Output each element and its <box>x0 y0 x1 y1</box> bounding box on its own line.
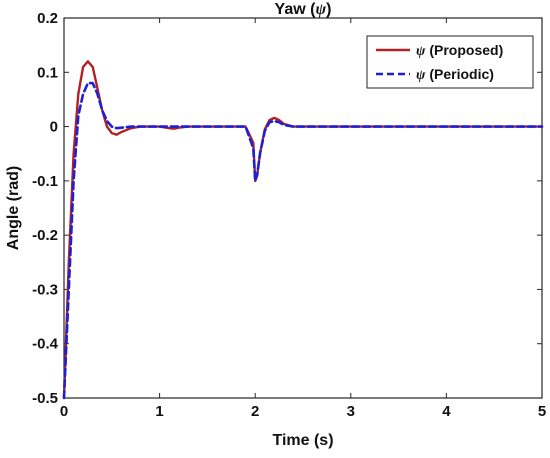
y-tick-label: -0.5 <box>32 390 58 407</box>
y-tick-label: 0.1 <box>37 64 58 81</box>
chart-title: Yaw (ψ) <box>275 1 332 18</box>
legend-box <box>366 35 534 89</box>
y-tick-label: 0 <box>50 119 58 136</box>
x-tick-label: 0 <box>60 403 68 420</box>
legend-label-proposed: ψ (Proposed) <box>416 42 503 59</box>
x-tick-label: 2 <box>251 403 259 420</box>
legend-label-periodic: ψ (Periodic) <box>416 66 494 83</box>
x-axis-label: Time (s) <box>272 432 333 449</box>
x-tick-label: 5 <box>538 403 546 420</box>
y-tick-label: -0.3 <box>32 281 58 298</box>
series-layer <box>62 60 544 400</box>
x-tick-label: 4 <box>442 403 451 420</box>
legend: ψ (Proposed) ψ (Periodic) <box>366 35 534 89</box>
y-axis-label: Angle (rad) <box>5 166 22 250</box>
y-tick-label: -0.2 <box>32 227 58 244</box>
y-axis-ticks: -0.5 -0.4 -0.3 -0.2 -0.1 0 0.1 0.2 <box>32 10 542 407</box>
series-line-proposed <box>62 60 544 400</box>
x-tick-label: 1 <box>155 403 163 420</box>
y-tick-label: 0.2 <box>37 10 58 27</box>
y-tick-label: -0.4 <box>32 336 59 353</box>
x-tick-label: 3 <box>347 403 355 420</box>
series-line-periodic <box>62 81 544 400</box>
y-tick-label: -0.1 <box>32 173 58 190</box>
x-axis-ticks: 0 1 2 3 4 5 <box>60 18 546 420</box>
